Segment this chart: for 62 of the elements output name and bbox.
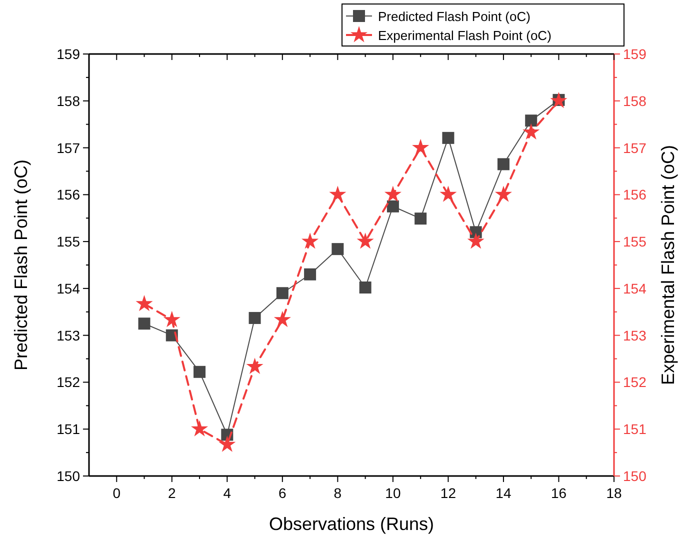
y-tick-label: 150: [56, 468, 80, 484]
y-tick-label: 158: [56, 92, 80, 109]
point: [218, 436, 236, 452]
x-tick-label: 2: [168, 485, 176, 501]
point: [442, 132, 454, 144]
point: [191, 420, 208, 436]
y2-tick-label: 151: [623, 421, 647, 438]
y-tick-label: 154: [56, 280, 80, 296]
y2-axis-title: Experimental Flash Point (oC): [658, 144, 678, 386]
point: [494, 186, 512, 202]
x-tick-label: 14: [496, 485, 512, 501]
x-tick-label: 12: [440, 485, 456, 501]
y2-tick-label: 158: [623, 92, 647, 109]
x-tick-label: 6: [278, 485, 287, 501]
point: [414, 212, 427, 225]
x-tick-label: 8: [334, 485, 342, 501]
y-tick-label: 155: [56, 234, 80, 250]
point: [136, 294, 153, 312]
point: [248, 312, 261, 324]
y-tick-label: 157: [56, 140, 80, 156]
y-axis-title: Predicted Flash Point (oC): [11, 159, 31, 371]
point: [329, 186, 346, 202]
x-tick-label: 18: [606, 485, 622, 501]
point: [194, 366, 206, 378]
point: [274, 310, 291, 328]
legend-label: Experimental Flash Point (oC): [378, 28, 552, 43]
y2-tick-label: 153: [623, 327, 647, 344]
x-axis-title: Observations (Runs): [268, 514, 434, 534]
x-tick-label: 10: [385, 485, 401, 501]
y2-tick-label: 155: [623, 234, 647, 250]
y2-tick-label: 157: [623, 140, 647, 156]
y-tick-label: 153: [56, 327, 80, 344]
x-tick-label: 16: [550, 485, 567, 501]
point: [138, 318, 150, 330]
point: [359, 282, 372, 294]
x-tick-label: 0: [112, 485, 121, 501]
point: [384, 186, 402, 202]
legend-label: Predicted Flash Point (oC): [378, 9, 530, 24]
y-tick-label: 151: [56, 421, 80, 438]
point: [304, 268, 316, 280]
y2-tick-label: 152: [623, 374, 647, 390]
point: [412, 138, 430, 156]
point: [467, 232, 484, 249]
y2-tick-label: 156: [623, 186, 647, 203]
point: [525, 114, 538, 127]
y-tick-label: 159: [56, 46, 80, 62]
y-tick-label: 156: [56, 186, 80, 203]
point: [276, 287, 288, 300]
y2-tick-label: 159: [623, 46, 647, 62]
point: [440, 186, 457, 202]
y-tick-label: 152: [56, 374, 80, 390]
point: [302, 232, 319, 249]
point: [522, 123, 540, 140]
y2-tick-label: 154: [623, 280, 647, 296]
point: [497, 158, 510, 170]
x-tick-label: 4: [223, 485, 232, 501]
point: [386, 200, 399, 212]
point: [332, 243, 344, 256]
point: [163, 310, 180, 328]
point: [246, 358, 264, 374]
point: [356, 232, 374, 249]
y2-tick-label: 150: [623, 468, 647, 484]
